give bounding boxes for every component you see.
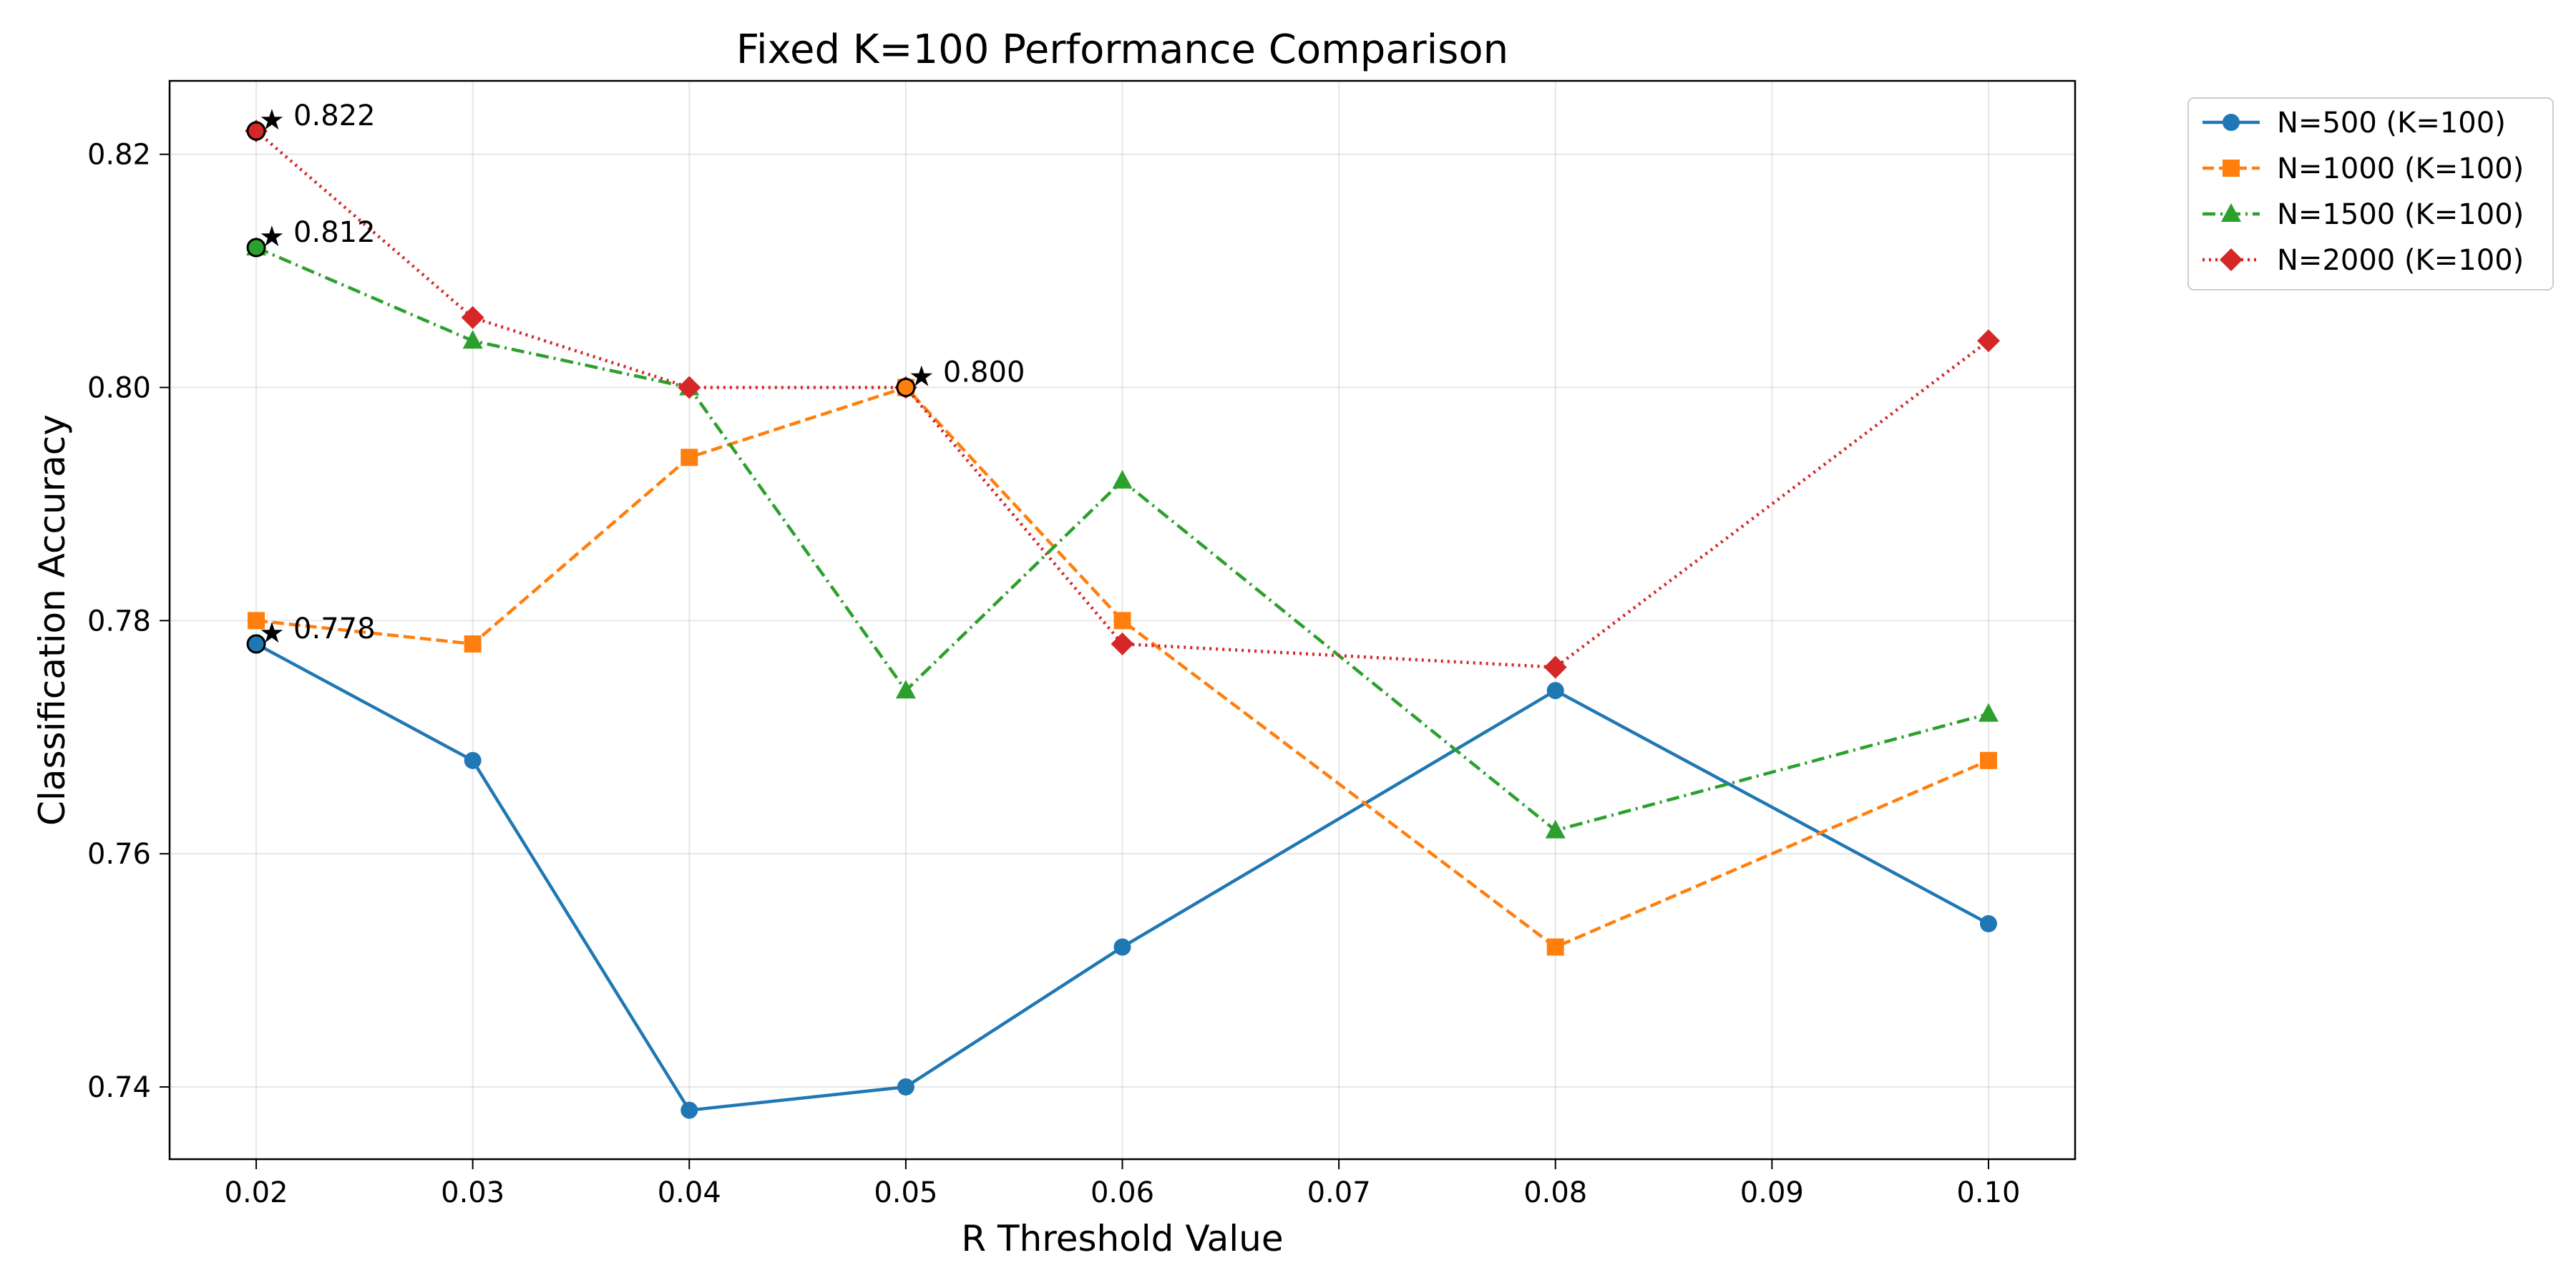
x-tick-label: 0.10 [1956,1176,2020,1209]
legend-label: N=1000 (K=100) [2277,152,2524,185]
x-tick-label: 0.09 [1740,1176,1804,1209]
best-value-label: 0.800 [943,356,1025,389]
x-tick-label: 0.03 [441,1176,504,1209]
y-tick-label: 0.74 [87,1071,151,1104]
legend-label: N=1500 (K=100) [2277,198,2524,231]
star-icon: ★ [259,220,285,253]
data-point [464,635,482,653]
y-tick-label: 0.76 [87,838,151,871]
legend-swatch-marker [2220,248,2243,271]
data-point [1111,632,1134,655]
data-point [897,1078,914,1096]
data-point [1979,751,1997,769]
best-value-label: 0.812 [293,216,376,249]
data-point [461,306,484,329]
y-tick-label: 0.78 [87,605,151,638]
data-point [1978,703,1999,722]
best-value-label: 0.778 [293,613,376,645]
legend-swatch-marker [2223,114,2240,131]
data-point [1546,938,1564,956]
data-point [678,376,701,399]
data-point [1979,914,1997,932]
x-axis-label: R Threshold Value [961,1218,1283,1259]
data-point [680,449,698,467]
y-axis-label: Classification Accuracy [31,414,73,826]
best-point-highlight [246,238,266,258]
legend-box [2187,97,2554,291]
annotation-layer: ★ 0.778★ 0.800★ 0.812★ 0.822 [246,99,1025,654]
data-point [1546,682,1564,700]
data-point [248,612,265,630]
data-point [1976,329,2000,353]
grid-layer [170,81,2075,1159]
data-point [1113,612,1131,630]
legend-label: N=2000 (K=100) [2277,244,2524,277]
x-tick-label: 0.08 [1523,1176,1587,1209]
legend-item: N=1000 (K=100) [2202,152,2524,185]
data-point [1113,938,1131,956]
x-tick-label: 0.06 [1091,1176,1154,1209]
data-point [1543,655,1567,679]
x-tick-label: 0.05 [874,1176,937,1209]
legend: N=500 (K=100) N=1000 (K=100) N=1500 (K=100… [2187,97,2554,291]
tick-layer: 0.02 0.03 0.04 0.05 0.06 0.07 0.08 0.09 0.10 0.74… [87,139,2021,1209]
chart-title: Fixed K=100 Performance Comparison [736,26,1508,73]
data-point [895,680,916,699]
legend-label: N=500 (K=100) [2277,107,2506,140]
best-point-highlight [246,634,266,654]
data-point [464,751,482,769]
x-tick-label: 0.04 [658,1176,721,1209]
legend-item: N=1500 (K=100) [2202,198,2524,231]
star-icon: ★ [259,104,285,137]
data-point [680,1101,698,1119]
best-value-label: 0.822 [293,99,376,132]
data-point [462,330,483,349]
x-tick-label: 0.02 [225,1176,288,1209]
star-icon: ★ [909,360,935,393]
x-tick-label: 0.07 [1307,1176,1371,1209]
legend-swatch-marker [2223,160,2240,177]
legend-swatch-marker [2221,203,2241,222]
legend-item: N=500 (K=100) [2202,107,2506,140]
star-icon: ★ [259,617,285,650]
data-point [1112,469,1133,489]
y-tick-label: 0.82 [87,139,151,172]
y-tick-label: 0.80 [87,371,151,404]
data-point [1545,819,1566,839]
legend-item: N=2000 (K=100) [2202,244,2524,277]
best-point-highlight [246,121,266,141]
best-point-highlight [896,377,916,397]
